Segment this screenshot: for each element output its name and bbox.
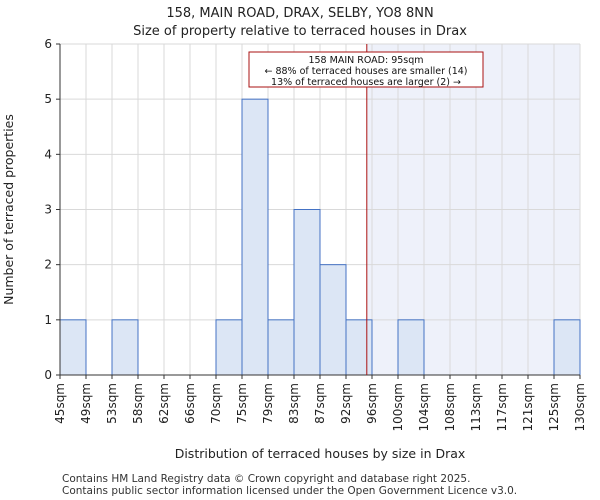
x-tick-label: 100sqm bbox=[391, 383, 405, 431]
x-tick-label: 75sqm bbox=[235, 383, 249, 424]
annotation-title: 158 MAIN ROAD: 95sqm bbox=[308, 55, 423, 66]
x-tick-label: 125sqm bbox=[547, 383, 561, 431]
x-tick-label: 87sqm bbox=[313, 383, 327, 424]
footer-attribution-line1: Contains HM Land Registry data © Crown c… bbox=[62, 473, 471, 485]
histogram-bar bbox=[319, 264, 347, 376]
x-tick-label: 96sqm bbox=[365, 383, 379, 424]
histogram-bar bbox=[267, 319, 295, 376]
y-tick-label: 5 bbox=[44, 92, 52, 106]
x-tick-label: 108sqm bbox=[443, 383, 457, 431]
histogram-bar bbox=[397, 319, 425, 376]
x-tick-label: 53sqm bbox=[105, 383, 119, 424]
y-tick-label: 0 bbox=[44, 368, 52, 382]
x-tick-label: 121sqm bbox=[521, 383, 535, 431]
x-tick-label: 70sqm bbox=[209, 383, 223, 424]
x-tick-label: 45sqm bbox=[53, 383, 67, 424]
histogram-bar bbox=[111, 319, 139, 376]
y-tick-label: 4 bbox=[44, 147, 52, 161]
y-tick-label: 3 bbox=[44, 203, 52, 217]
histogram-bar bbox=[241, 98, 269, 376]
x-tick-label: 58sqm bbox=[131, 383, 145, 424]
x-tick-label: 92sqm bbox=[339, 383, 353, 424]
x-tick-label: 79sqm bbox=[261, 383, 275, 424]
x-tick-label: 130sqm bbox=[573, 383, 587, 431]
annotation-smaller-text: ← 88% of terraced houses are smaller (14… bbox=[264, 66, 467, 77]
y-tick-label: 1 bbox=[44, 313, 52, 327]
footer-attribution-line2: Contains public sector information licen… bbox=[62, 485, 518, 497]
x-tick-label: 104sqm bbox=[417, 383, 431, 431]
histogram-bar bbox=[345, 319, 373, 376]
x-tick-label: 83sqm bbox=[287, 383, 301, 424]
histogram-bar bbox=[215, 319, 243, 376]
x-tick-label: 62sqm bbox=[157, 383, 171, 424]
chart-title-line1: 158, MAIN ROAD, DRAX, SELBY, YO8 8NN bbox=[166, 6, 434, 21]
histogram-bar bbox=[293, 209, 321, 376]
y-axis-title: Number of terraced properties bbox=[1, 114, 16, 305]
annotation-box bbox=[248, 51, 484, 88]
x-tick-label: 113sqm bbox=[469, 383, 483, 431]
chart-title-line2: Size of property relative to terraced ho… bbox=[133, 24, 467, 39]
x-tick-label: 66sqm bbox=[183, 383, 197, 424]
y-tick-label: 6 bbox=[44, 37, 52, 51]
x-tick-label: 117sqm bbox=[495, 383, 509, 431]
histogram-bar bbox=[553, 319, 581, 376]
annotation-larger-text: 13% of terraced houses are larger (2) → bbox=[271, 77, 461, 88]
histogram-bar bbox=[59, 319, 87, 376]
y-tick-label: 2 bbox=[44, 258, 52, 272]
x-tick-label: 49sqm bbox=[79, 383, 93, 424]
x-axis-title: Distribution of terraced houses by size … bbox=[175, 446, 466, 461]
